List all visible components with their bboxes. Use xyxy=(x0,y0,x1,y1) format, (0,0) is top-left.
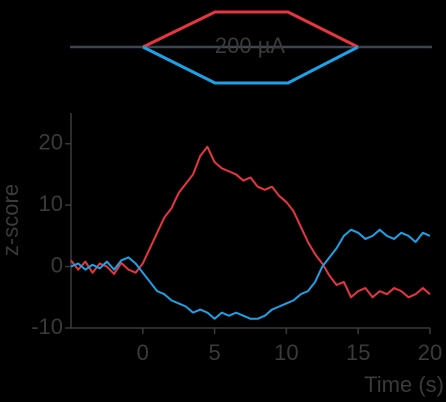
x-axis-label: Time (s) xyxy=(364,372,444,397)
y-axis-label: z-score xyxy=(0,184,23,256)
x-tick-label: 15 xyxy=(346,340,370,365)
stimulus-label: 200 µA xyxy=(215,33,285,58)
y-tick-label: 0 xyxy=(51,252,63,277)
x-tick-label: 0 xyxy=(137,340,149,365)
x-tick-label: 20 xyxy=(418,340,442,365)
x-tick-label: 5 xyxy=(208,340,220,365)
line-series xyxy=(70,145,431,299)
y-tick-label: 20 xyxy=(39,130,63,155)
line-series xyxy=(70,228,431,320)
stimulus-negative xyxy=(142,45,359,85)
x-tick-label: 10 xyxy=(274,340,298,365)
y-tick-label: -10 xyxy=(31,314,63,339)
y-tick-label: 10 xyxy=(39,191,63,216)
stimulus-positive xyxy=(142,10,359,49)
